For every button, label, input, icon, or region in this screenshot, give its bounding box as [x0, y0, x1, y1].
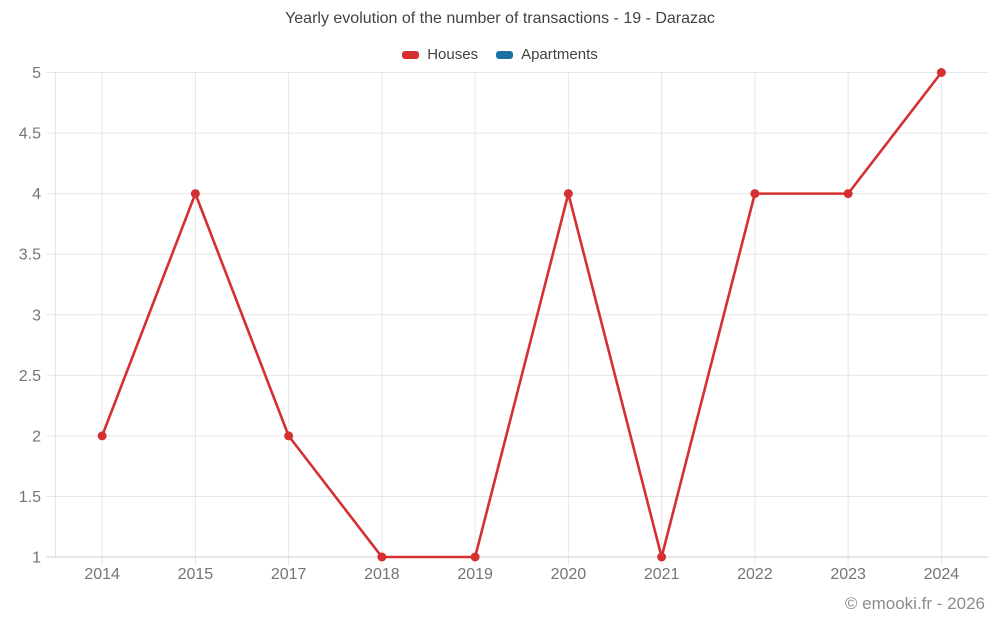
watermark: © emooki.fr - 2026 [844, 594, 985, 613]
y-axis-tick-label: 2 [32, 428, 41, 445]
y-axis-tick-label: 1.5 [19, 489, 41, 506]
legend-item-apartments[interactable]: Apartments [496, 46, 598, 63]
data-point-houses[interactable] [563, 189, 573, 199]
x-axis-tick-label: 2022 [737, 566, 773, 583]
legend-label: Apartments [521, 46, 598, 63]
y-axis-tick-label: 4 [32, 186, 41, 203]
y-axis-tick-label: 5 [32, 65, 41, 82]
x-axis-tick-label: 2018 [364, 566, 400, 583]
legend-label: Houses [427, 46, 479, 63]
data-point-houses[interactable] [657, 552, 667, 562]
y-axis-tick-label: 1 [32, 550, 41, 567]
data-point-houses[interactable] [190, 189, 200, 199]
chart-title: Yearly evolution of the number of transa… [285, 10, 715, 27]
data-point-houses[interactable] [377, 552, 387, 562]
x-axis-tick-label: 2020 [551, 566, 587, 583]
x-axis-tick-label: 2019 [457, 566, 493, 583]
data-point-houses[interactable] [750, 189, 760, 199]
series-line-houses [100, 71, 943, 559]
data-point-houses[interactable] [97, 431, 107, 441]
x-axis-tick-label: 2021 [644, 566, 680, 583]
legend-item-houses[interactable]: Houses [402, 46, 478, 63]
x-axis-tick-label: 2024 [924, 566, 960, 583]
y-axis-tick-label: 3.5 [19, 247, 41, 264]
legend-swatch-apartments [496, 50, 514, 59]
chart-legend: Houses Apartments [0, 46, 1000, 63]
x-axis-tick-label: 2017 [271, 566, 307, 583]
data-point-houses[interactable] [936, 68, 946, 77]
x-axis-tick-label: 2015 [178, 566, 214, 583]
x-axis-tick-label: 2014 [84, 566, 120, 583]
data-point-houses[interactable] [284, 431, 294, 441]
y-axis-tick-label: 2.5 [19, 368, 41, 385]
x-axis-tick-label: 2023 [830, 566, 866, 583]
y-axis-tick-label: 3 [32, 307, 41, 324]
data-point-houses[interactable] [470, 552, 480, 562]
data-point-houses[interactable] [843, 189, 853, 199]
y-axis-tick-label: 4.5 [19, 126, 41, 143]
legend-swatch-houses [402, 50, 420, 59]
